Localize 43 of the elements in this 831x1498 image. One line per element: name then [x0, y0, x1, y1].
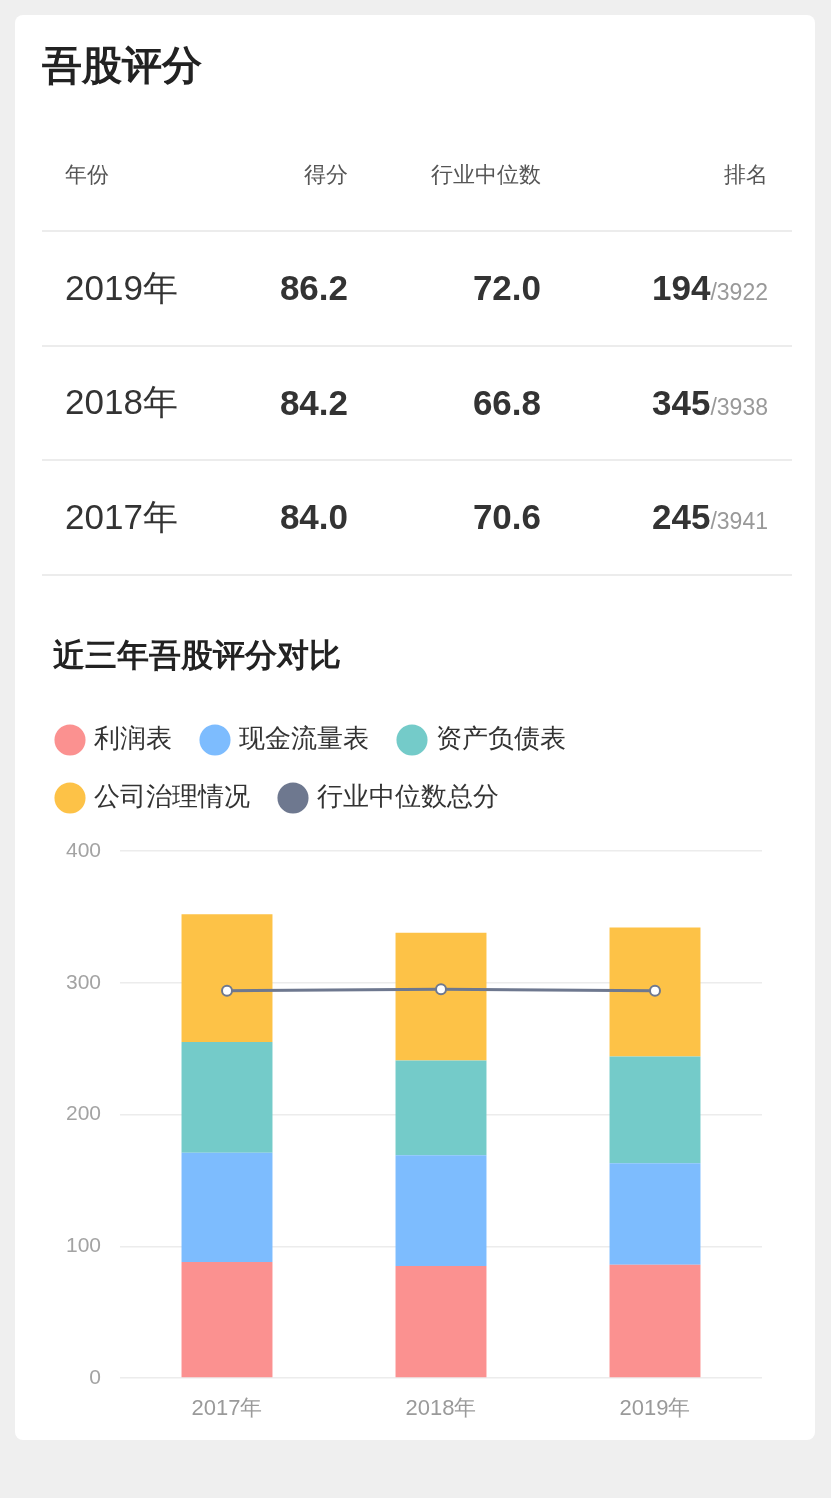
bar: [181, 1152, 273, 1263]
y-tick-label: 300: [65, 969, 101, 993]
bar: [609, 1264, 701, 1378]
bar: [609, 1056, 701, 1164]
category-label: 行业中位数: [431, 161, 541, 189]
x-tick-label: 2019年: [619, 1395, 691, 1421]
bar: [395, 1155, 487, 1267]
text: 72.0: [472, 267, 541, 310]
legend-label: 行业中位数总分: [317, 781, 499, 812]
text: 86.2: [279, 267, 348, 310]
text: 345/3938: [652, 382, 768, 423]
legend-label: 现金流量表: [239, 723, 369, 754]
bar: [181, 1042, 273, 1153]
text: 70.6: [472, 496, 541, 539]
bar: [181, 914, 273, 1043]
y-tick-label: 100: [65, 1233, 101, 1257]
x-tick-label: 2018年: [405, 1395, 477, 1421]
bar: [395, 1266, 487, 1378]
category-label: 年份: [65, 161, 109, 189]
legend-label: 利润表: [94, 723, 172, 754]
legend-label: 资产负债表: [436, 723, 566, 754]
bar: [395, 932, 487, 1061]
text: 194/3922: [652, 268, 768, 309]
y-tick-label: 400: [65, 837, 101, 861]
text: 2017年: [65, 495, 178, 538]
category-label: 排名: [724, 161, 768, 189]
legend-label: 公司治理情况: [94, 781, 250, 812]
bar: [609, 927, 701, 1057]
text: 66.8: [472, 381, 541, 424]
category-label: 得分: [304, 161, 348, 189]
bar: [395, 1060, 487, 1156]
text: 84.2: [279, 381, 348, 424]
text: 245/3941: [652, 497, 768, 538]
text: 2019年: [65, 266, 178, 309]
text: 84.0: [279, 496, 348, 539]
bar: [181, 1262, 273, 1378]
y-tick-label: 200: [65, 1101, 101, 1125]
text: 吾股评分: [42, 42, 202, 89]
chart-title: 近三年吾股评分对比: [53, 636, 341, 675]
x-tick-label: 2017年: [191, 1395, 263, 1421]
y-tick-label: 0: [89, 1364, 101, 1388]
bar: [609, 1163, 701, 1265]
text: 2018年: [65, 381, 178, 424]
